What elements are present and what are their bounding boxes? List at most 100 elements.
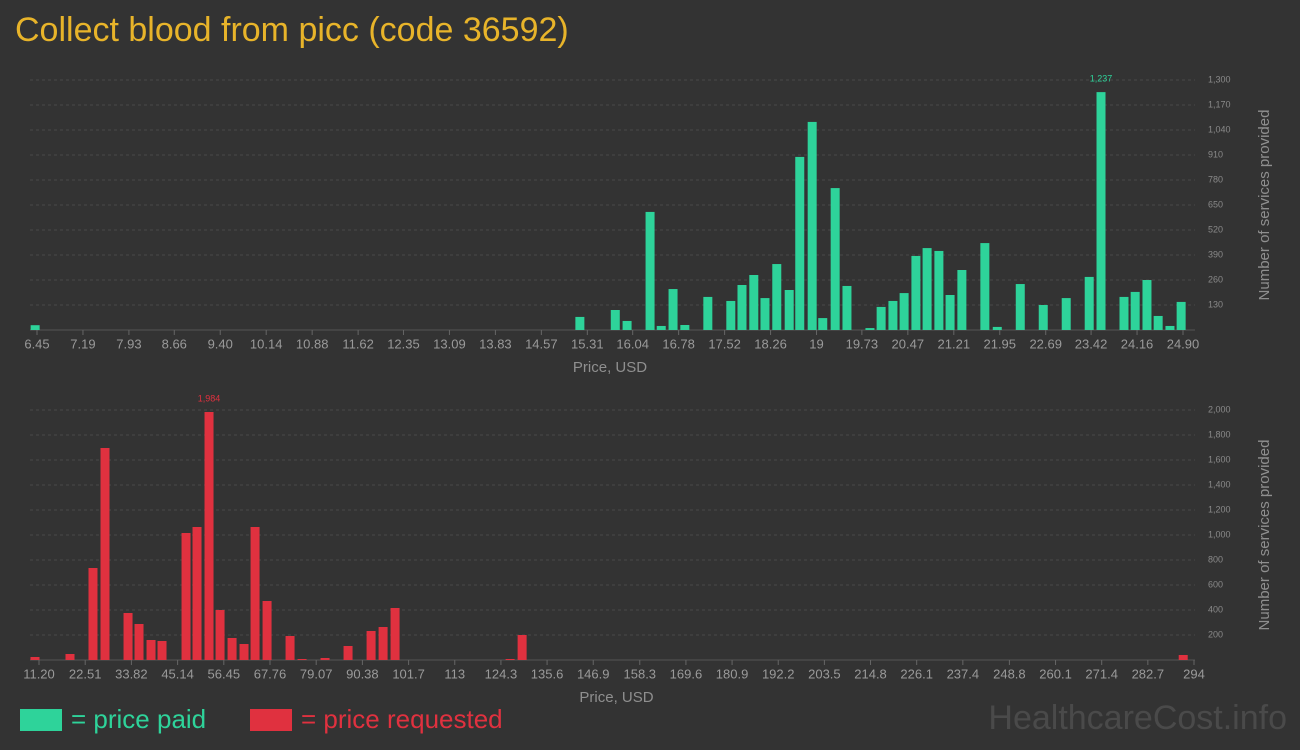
- x-tick-label: 113: [444, 666, 465, 681]
- x-tick-label: 260.1: [1039, 666, 1072, 681]
- legend-label: = price paid: [71, 704, 206, 734]
- x-tick-label: 7.19: [70, 336, 95, 351]
- x-tick-label: 79.07: [300, 666, 333, 681]
- x-tick-label: 271.4: [1085, 666, 1118, 681]
- x-tick-label: 237.4: [947, 666, 980, 681]
- page-title: Collect blood from picc (code 36592): [15, 11, 569, 49]
- bar: [784, 290, 794, 330]
- x-tick-label: 13.09: [433, 336, 466, 351]
- y-tick-label: 1,600: [1208, 454, 1231, 464]
- x-tick-label: 19.73: [846, 336, 879, 351]
- y-axis-title: Number of services provided: [1256, 110, 1273, 301]
- x-tick-label: 169.6: [670, 666, 703, 681]
- bar: [1038, 305, 1048, 330]
- y-tick-label: 1,000: [1208, 529, 1231, 539]
- bar: [922, 248, 932, 330]
- x-tick-label: 8.66: [162, 336, 187, 351]
- bar: [610, 310, 620, 330]
- legend-swatch: [250, 709, 292, 731]
- legend-swatch: [20, 709, 62, 731]
- value-label: 1,984: [198, 393, 221, 403]
- x-tick-label: 13.83: [479, 336, 512, 351]
- y-tick-label: 1,300: [1208, 74, 1231, 84]
- x-tick-label: 10.14: [250, 336, 283, 351]
- bar: [980, 243, 990, 330]
- bar: [1119, 296, 1129, 330]
- bar: [123, 613, 133, 660]
- bar: [737, 285, 747, 330]
- bar: [888, 300, 898, 330]
- bar: [100, 448, 110, 660]
- bar: [645, 211, 655, 330]
- x-tick-label: 24.16: [1121, 336, 1154, 351]
- bar: [934, 250, 944, 330]
- x-tick-label: 21.21: [938, 336, 971, 351]
- x-tick-label: 294: [1183, 666, 1205, 681]
- y-tick-label: 600: [1208, 579, 1223, 589]
- y-tick-label: 2,000: [1208, 404, 1231, 414]
- x-tick-label: 124.3: [485, 666, 518, 681]
- bar: [1130, 291, 1140, 330]
- bar: [1176, 301, 1186, 330]
- y-tick-label: 1,400: [1208, 479, 1231, 489]
- x-tick-label: 6.45: [24, 336, 49, 351]
- bar: [192, 527, 202, 660]
- x-tick-label: 16.04: [616, 336, 649, 351]
- bar: [760, 298, 770, 330]
- bar: [1153, 315, 1163, 330]
- bar: [668, 289, 678, 330]
- bar: [818, 318, 828, 330]
- bar: [181, 533, 191, 660]
- x-tick-label: 282.7: [1132, 666, 1165, 681]
- bar: [911, 255, 921, 330]
- x-tick-label: 101.7: [392, 666, 425, 681]
- legend-label: = price requested: [301, 704, 503, 734]
- x-tick-label: 22.51: [69, 666, 102, 681]
- bar: [88, 568, 98, 660]
- bar: [146, 640, 156, 660]
- bar: [30, 325, 40, 330]
- bar: [1061, 298, 1071, 330]
- bar: [945, 295, 955, 330]
- bar: [505, 659, 515, 660]
- x-tick-label: 203.5: [808, 666, 841, 681]
- bar: [390, 608, 400, 660]
- x-axis-title: Price, USD: [579, 689, 653, 706]
- bar: [262, 601, 272, 660]
- y-tick-label: 400: [1208, 604, 1223, 614]
- x-tick-label: 67.76: [254, 666, 287, 681]
- x-tick-label: 24.90: [1167, 336, 1200, 351]
- bar: [656, 325, 666, 330]
- y-tick-label: 260: [1208, 274, 1223, 284]
- bar: [30, 657, 40, 660]
- bar: [343, 646, 353, 660]
- x-tick-label: 20.47: [892, 336, 925, 351]
- x-tick-label: 16.78: [662, 336, 695, 351]
- bar: [1142, 280, 1152, 330]
- x-tick-label: 33.82: [115, 666, 148, 681]
- x-tick-label: 14.57: [525, 336, 558, 351]
- bar: [157, 641, 167, 660]
- bar: [703, 296, 713, 330]
- y-tick-label: 390: [1208, 249, 1223, 259]
- bar: [215, 610, 225, 660]
- bar: [1015, 284, 1025, 330]
- x-tick-label: 180.9: [716, 666, 749, 681]
- x-tick-label: 248.8: [993, 666, 1026, 681]
- bar: [366, 631, 376, 660]
- x-tick-label: 15.31: [571, 336, 604, 351]
- bar: [680, 325, 690, 330]
- y-axis-title: Number of services provided: [1256, 440, 1273, 631]
- bar: [622, 320, 632, 330]
- y-tick-label: 520: [1208, 224, 1223, 234]
- x-tick-label: 146.9: [577, 666, 610, 681]
- bar: [227, 638, 237, 660]
- x-tick-label: 56.45: [208, 666, 241, 681]
- y-tick-label: 1,170: [1208, 99, 1231, 109]
- bar: [1096, 92, 1106, 330]
- x-tick-label: 10.88: [296, 336, 329, 351]
- x-tick-label: 11.20: [23, 666, 55, 681]
- bar: [378, 627, 388, 660]
- bar: [285, 636, 295, 660]
